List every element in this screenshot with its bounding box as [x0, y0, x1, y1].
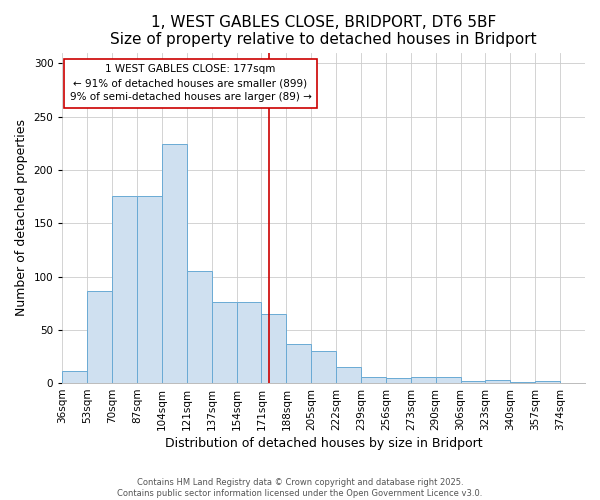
- Text: 1 WEST GABLES CLOSE: 177sqm
← 91% of detached houses are smaller (899)
9% of sem: 1 WEST GABLES CLOSE: 177sqm ← 91% of det…: [70, 64, 311, 102]
- Bar: [262, 314, 286, 383]
- Bar: [62, 372, 87, 383]
- Bar: [112, 196, 137, 383]
- Bar: [87, 292, 112, 383]
- Bar: [511, 382, 535, 383]
- Text: Contains HM Land Registry data © Crown copyright and database right 2025.
Contai: Contains HM Land Registry data © Crown c…: [118, 478, 482, 498]
- Bar: [311, 351, 336, 383]
- Bar: [286, 344, 311, 383]
- Bar: [485, 380, 511, 383]
- Bar: [187, 271, 212, 383]
- Bar: [361, 376, 386, 383]
- Bar: [137, 196, 162, 383]
- Bar: [212, 302, 236, 383]
- Bar: [336, 367, 361, 383]
- Bar: [236, 302, 262, 383]
- X-axis label: Distribution of detached houses by size in Bridport: Distribution of detached houses by size …: [165, 437, 482, 450]
- Title: 1, WEST GABLES CLOSE, BRIDPORT, DT6 5BF
Size of property relative to detached ho: 1, WEST GABLES CLOSE, BRIDPORT, DT6 5BF …: [110, 15, 537, 48]
- Bar: [386, 378, 411, 383]
- Bar: [436, 376, 461, 383]
- Bar: [162, 144, 187, 383]
- Bar: [535, 381, 560, 383]
- Bar: [411, 376, 436, 383]
- Y-axis label: Number of detached properties: Number of detached properties: [15, 120, 28, 316]
- Bar: [461, 381, 485, 383]
